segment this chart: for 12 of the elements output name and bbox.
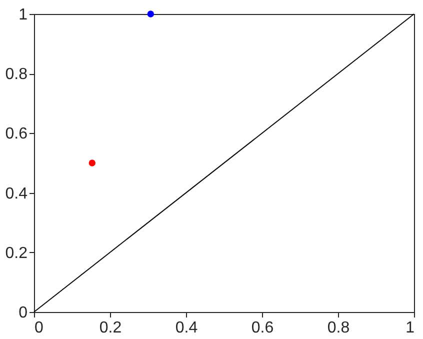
- y-tick-label: 0: [18, 304, 28, 322]
- x-tick-label: 0: [34, 320, 44, 336]
- x-tick-label: 0.6: [251, 320, 274, 336]
- y-tick-label: 0.4: [5, 185, 28, 202]
- x-tick-label: 0.4: [175, 320, 198, 336]
- x-tick-label: 0.8: [327, 320, 350, 336]
- y-tick-label: 0.8: [5, 66, 28, 84]
- y-tick-label: 0.2: [5, 244, 28, 262]
- x-tick-label: 0.2: [99, 320, 122, 336]
- y-tick-label: 0.6: [5, 126, 28, 143]
- x-tick-label: 1: [406, 320, 415, 336]
- y-tick-label: 1: [18, 6, 28, 24]
